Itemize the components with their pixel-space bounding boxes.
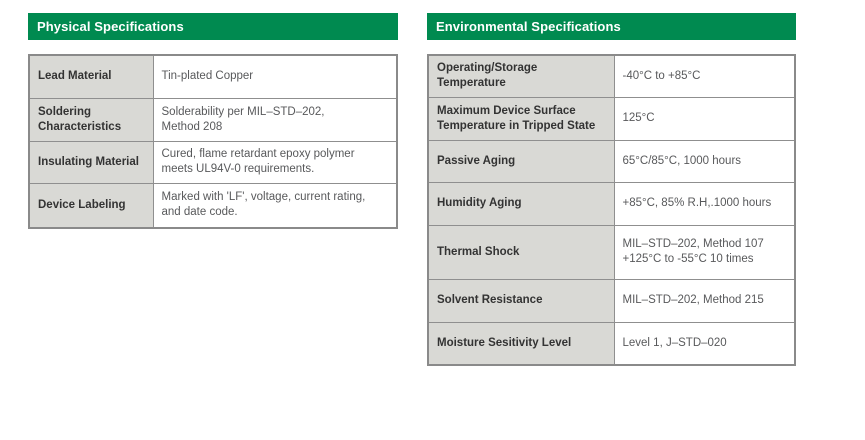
spec-row: Soldering Characteristics Solderability … bbox=[28, 97, 398, 142]
spec-row: Solvent Resistance MIL–STD–202, Method 2… bbox=[427, 278, 796, 323]
spec-row: Lead Material Tin-plated Copper bbox=[28, 54, 398, 99]
environmental-specs-section: Environmental Specifications Operating/S… bbox=[427, 13, 796, 366]
spec-row: Passive Aging 65°C/85°C, 1000 hours bbox=[427, 139, 796, 183]
spec-row: Device Labeling Marked with 'LF', voltag… bbox=[28, 182, 398, 229]
spec-label: Soldering Characteristics bbox=[28, 97, 154, 142]
spec-label: Solvent Resistance bbox=[427, 278, 615, 323]
spec-label: Lead Material bbox=[28, 54, 154, 99]
spec-label: Insulating Material bbox=[28, 140, 154, 184]
spec-value: MIL–STD–202, Method 215 bbox=[613, 278, 796, 323]
spec-row: Moisture Sesitivity Level Level 1, J–STD… bbox=[427, 321, 796, 366]
spec-row: Insulating Material Cured, flame retarda… bbox=[28, 140, 398, 184]
spec-label: Device Labeling bbox=[28, 182, 154, 229]
spec-value: Tin-plated Copper bbox=[152, 54, 398, 99]
spec-label: Humidity Aging bbox=[427, 181, 615, 226]
spec-value: Level 1, J–STD–020 bbox=[613, 321, 796, 366]
spec-value: Solderability per MIL–STD–202, Method 20… bbox=[152, 97, 398, 142]
physical-specs-section: Physical Specifications Lead Material Ti… bbox=[28, 13, 398, 229]
spec-label: Passive Aging bbox=[427, 139, 615, 183]
spec-value: +85°C, 85% R.H,.1000 hours bbox=[613, 181, 796, 226]
physical-section-header: Physical Specifications bbox=[28, 13, 398, 40]
spec-label: Thermal Shock bbox=[427, 224, 615, 280]
spec-value: MIL–STD–202, Method 107 +125°C to -55°C … bbox=[613, 224, 796, 280]
physical-specs-table: Lead Material Tin-plated Copper Solderin… bbox=[28, 54, 398, 229]
spec-label: Operating/Storage Temperature bbox=[427, 54, 615, 98]
environmental-section-header: Environmental Specifications bbox=[427, 13, 796, 40]
spec-value: -40°C to +85°C bbox=[613, 54, 796, 98]
environmental-specs-table: Operating/Storage Temperature -40°C to +… bbox=[427, 54, 796, 366]
section-title: Physical Specifications bbox=[37, 19, 184, 34]
spec-value: 65°C/85°C, 1000 hours bbox=[613, 139, 796, 183]
spec-row: Maximum Device Surface Temperature in Tr… bbox=[427, 96, 796, 141]
spec-row: Thermal Shock MIL–STD–202, Method 107 +1… bbox=[427, 224, 796, 280]
section-title: Environmental Specifications bbox=[436, 19, 621, 34]
spec-row: Humidity Aging +85°C, 85% R.H,.1000 hour… bbox=[427, 181, 796, 226]
spec-value: 125°C bbox=[613, 96, 796, 141]
spec-value: Cured, flame retardant epoxy polymer mee… bbox=[152, 140, 398, 184]
spec-value: Marked with 'LF', voltage, current ratin… bbox=[152, 182, 398, 229]
spec-label: Moisture Sesitivity Level bbox=[427, 321, 615, 366]
spec-row: Operating/Storage Temperature -40°C to +… bbox=[427, 54, 796, 98]
spec-label: Maximum Device Surface Temperature in Tr… bbox=[427, 96, 615, 141]
